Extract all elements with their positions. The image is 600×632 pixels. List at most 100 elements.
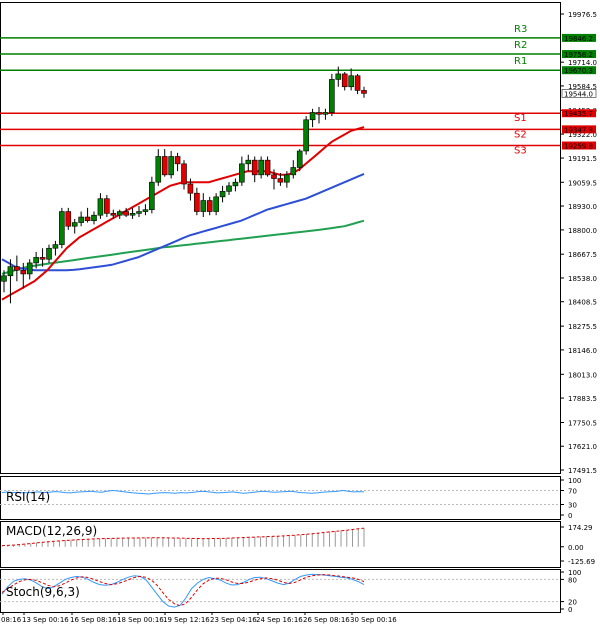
candle-body [97,198,104,216]
candle-body [264,159,271,176]
time-tick-label: 23 Sep 04:16 [210,616,257,624]
candle-body [226,185,232,192]
stoch-tick-label: 80 [568,576,577,584]
level-name-r1: R1 [514,56,527,67]
price-tick-label: 17621.0 [568,443,597,451]
candle-body [239,163,245,183]
candle-body [322,112,329,115]
price-tick-label: 19714.0 [568,59,597,67]
time-tick-label: 16 Sep 08:16 [70,616,117,624]
level-price-label: 19347.8 [564,126,593,134]
rsi-line [1,489,365,495]
price-tick-label: 17750.5 [568,419,597,427]
time-tick-label: 24 Sep 16:16 [256,616,303,624]
macd-panel: 174.29 0.00 -125.69 MACD(12,26,9) [1,524,595,566]
stoch-tick-label: 100 [568,569,581,577]
level-price-badge [562,141,596,150]
level-name-s3: S3 [514,146,527,157]
macd-signal-line [1,527,365,547]
candle-body [59,211,65,245]
price-tick-label: 18146.0 [568,347,597,355]
price-tick-label: 18800.0 [568,227,597,235]
time-axis: 08:16 13 Sep 00:16 16 Sep 08:16 18 Sep 00:1… [1,612,397,624]
panel-border [0,569,561,613]
level-price-label: 19846.2 [564,35,593,43]
candle-body [14,266,20,271]
price-tick-label: 18408.5 [568,299,597,307]
candle-body [348,75,354,88]
price-tick-label: 19059.5 [568,179,597,187]
time-tick-label: 30 Sep 00:16 [350,616,397,624]
candle-body [129,213,136,216]
price-tick-label: 19976.5 [568,11,597,19]
price-tick-label: 18930.0 [568,203,597,211]
rsi-panel: 100 70 30 0 RSI(14) [0,477,581,520]
stoch-title: Stoch(9,6,3) [6,585,80,599]
candle-body [284,174,290,183]
time-tick-label: 18 Sep 00:16 [117,616,164,624]
candle-body [219,191,226,198]
level-price-badge [562,109,596,118]
price-tick-label: 17491.5 [568,467,597,475]
candle-body [84,216,91,222]
candle-body [136,211,142,214]
level-price-badge [562,66,596,75]
price-tick-label: 18275.5 [568,323,597,331]
macd-tick-label: 0.00 [568,544,584,552]
price-tick-label: 19322.0 [568,131,597,139]
panel-border [0,2,561,474]
ma-red-line [1,126,365,301]
time-tick-label: 13 Sep 00:16 [22,616,69,624]
candle-body [104,198,110,214]
candle-body [354,75,361,91]
time-tick-label: 08:16 [1,616,22,624]
candle-body [329,79,335,113]
macd-tick-label: 174.29 [568,524,593,532]
level-price-label: 19259.8 [564,143,593,151]
level-price-badge [562,125,596,134]
candle-body [142,209,149,212]
rsi-title: RSI(14) [6,490,50,504]
candle-body [39,257,46,260]
level-price-label: 19435.7 [564,110,593,118]
stoch-tick-label: 0 [568,606,572,614]
candle-body [303,119,309,152]
candle-body [232,181,239,187]
candle-body [194,192,200,212]
price-tick-label: 18667.5 [568,251,597,259]
candle-body [200,200,207,212]
time-tick-label: 19 Sep 12:16 [163,616,210,624]
candle-body [174,156,181,165]
candle-body [7,266,14,277]
price-tick-label: 18538.0 [568,275,597,283]
current-price-label: 19544.0 [564,90,593,98]
candle-body [20,269,27,275]
level-price-badge [562,33,596,42]
candle-body [46,247,52,260]
panel-frames [0,2,561,613]
panel-border [0,521,561,568]
rsi-tick-label: 70 [568,488,577,496]
candle-body [91,214,97,222]
candle-body [316,112,322,115]
candle-body [33,257,39,264]
price-tick-label: 19191.5 [568,155,597,163]
candle-body [110,213,117,216]
candle-body [361,90,367,94]
candle-body [71,222,78,227]
ma-green-line [1,219,365,275]
price-tick-label: 17883.5 [568,395,597,403]
candle-body [1,275,7,282]
rsi-tick-label: 100 [568,477,581,485]
rsi-tick-label: 0 [568,512,572,520]
level-price-label: 19758.2 [564,51,593,59]
candle-body [65,211,72,227]
candle-body [335,73,342,80]
time-tick-label: 26 Sep 08:16 [303,616,350,624]
candle-body [116,211,123,216]
stoch-tick-label: 20 [568,599,577,607]
candle-body [123,211,129,216]
panel-border [0,476,561,520]
